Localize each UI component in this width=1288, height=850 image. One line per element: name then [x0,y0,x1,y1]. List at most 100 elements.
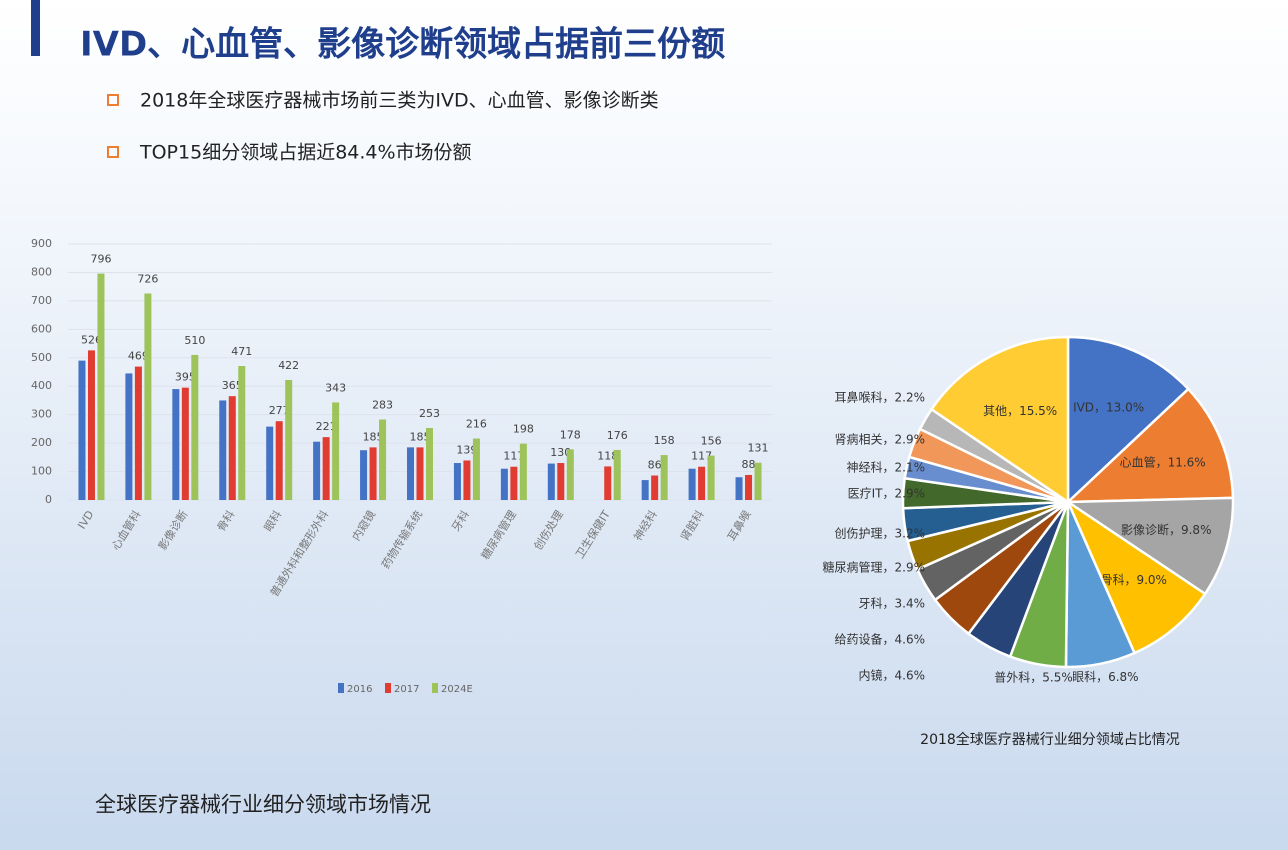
y-tick-label: 700 [31,294,52,307]
bar-value-label: 158 [654,434,675,447]
bar-value-label: 86 [648,459,662,472]
bar [660,455,668,500]
bar [322,437,330,500]
pie-slice [1065,498,1207,655]
y-tick-label: 400 [31,379,52,392]
pie-label: 糖尿病管理，2.9% [823,560,926,575]
bar [416,447,424,500]
bar-value-label: 139 [456,443,477,456]
bar [134,366,142,500]
y-tick-label: 500 [31,351,52,364]
bar-value-label: 253 [419,407,440,420]
bar [191,354,199,500]
pie-label: 其他，15.5% [983,404,1057,418]
bar [500,468,508,500]
pie-label: 给药设备，4.6% [835,633,926,647]
pie-label: 普外科，5.5% [994,670,1073,684]
bar [172,389,180,500]
bullet: 2018年全球医疗器械市场前三类为IVD、心血管、影像诊断类 [140,90,659,112]
bar [510,466,518,500]
bar [238,366,246,500]
bar [651,475,659,500]
bar-value-label: 117 [503,450,524,463]
y-tick-label: 900 [31,237,52,250]
legend-swatch [338,683,344,693]
pie-label: 牙科，3.4% [859,597,926,611]
bar [754,462,762,500]
bar-value-label: 131 [748,442,769,455]
pie-label: 神经科，2.1% [847,461,926,475]
bar-value-label: 198 [513,423,534,436]
bar [453,463,461,500]
bar [97,273,105,500]
bar-value-label: 471 [231,345,252,358]
bullet-icon [107,94,119,106]
bar [613,449,621,500]
pie-label: IVD，13.0% [1073,401,1144,415]
pie-label: 心血管，11.6% [1120,455,1206,470]
bar [735,477,743,500]
bar [369,447,377,500]
legend-swatch [385,683,391,693]
pie-slice [1064,496,1235,596]
title: IVD、心血管、影像诊断领域占据前三份额 [80,25,725,65]
bar-value-label: 118 [597,449,618,462]
bar [228,396,236,500]
bar-value-label: 130 [550,446,571,459]
pie-label: 骨科，9.0% [1100,573,1167,587]
bar-value-label: 469 [128,350,149,363]
bar [275,421,283,500]
y-tick-label: 100 [31,465,52,478]
pie-label: 耳鼻喉科，2.2% [835,390,926,405]
bar-value-label: 277 [269,404,290,417]
bullet-icon [107,146,119,158]
bar [472,438,480,500]
bar-value-label: 526 [81,333,102,346]
bar [379,419,387,500]
pie-label: 医疗IT，2.9% [848,487,925,501]
bar [266,426,274,500]
y-tick-label: 0 [45,493,52,506]
pie-slice [929,335,1070,505]
pie-label: 肾病相关，2.9% [835,432,926,447]
bar-value-label: 156 [701,435,722,448]
bar [219,400,227,500]
y-tick-label: 300 [31,408,52,421]
bar-value-label: 283 [372,399,393,412]
legend-label: 2017 [394,684,419,695]
y-tick-label: 600 [31,322,52,335]
y-tick-label: 200 [31,436,52,449]
bar [519,443,527,500]
pie-caption: 2018全球医疗器械行业细分领域占比情况 [920,731,1180,748]
legend-label: 2024E [441,684,473,695]
bar [125,373,133,500]
bar [707,455,715,500]
bar [641,480,649,500]
pie-slice [1064,387,1235,504]
bar [87,350,95,500]
bar [285,379,293,500]
bullet: TOP15细分领域占据近84.4%市场份额 [139,142,472,164]
bar [557,463,565,500]
bar-value-label: 395 [175,371,196,384]
bar-value-label: 117 [691,450,712,463]
pie-label: 眼科，6.8% [1072,670,1139,684]
bar [426,428,433,500]
bar-value-label: 510 [184,334,205,347]
bar-caption: 全球医疗器械行业细分领域市场情况 [95,793,431,817]
bar [78,360,86,500]
bar [360,450,368,500]
bar-value-label: 365 [222,379,243,392]
bar-value-label: 422 [278,359,299,372]
bar [698,466,706,500]
bar [688,468,696,500]
legend-swatch [432,683,438,693]
bar-value-label: 185 [410,430,431,443]
pie-label: 影像诊断，9.8% [1121,522,1212,537]
pie-label: 内镜，4.6% [859,668,926,683]
bar-value-label: 88 [742,458,756,471]
pie-label: 创伤护理，3.2% [835,527,926,541]
bar [332,402,340,500]
